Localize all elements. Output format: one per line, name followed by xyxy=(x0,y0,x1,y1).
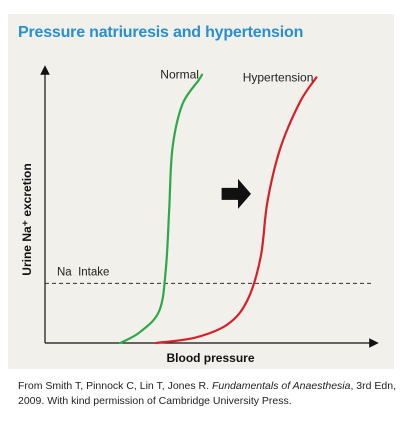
caption-book-title: Fundamentals of Anaesthesia xyxy=(211,380,351,392)
labels: Normal Hypertension Blood pressure Urine Na… xyxy=(20,68,313,365)
x-axis-label: Blood pressure xyxy=(166,351,254,365)
hypertension-curve xyxy=(155,76,318,345)
shift-arrow xyxy=(221,178,251,209)
annotation-group xyxy=(221,178,251,209)
figure-caption: From Smith T, Pinnock C, Lin T, Jones R.… xyxy=(18,379,398,409)
reference-line-group: Na Intake xyxy=(45,266,372,284)
figure-panel xyxy=(8,14,394,369)
na-intake-label: Na Intake xyxy=(57,266,109,278)
axes xyxy=(40,65,379,348)
caption-edition: , 3rd Edn, 2009. With kind permission of… xyxy=(18,380,396,407)
hypertension-label: Hypertension xyxy=(243,70,314,84)
figure-title: Pressure natriuresis and hypertension xyxy=(18,24,304,41)
normal-curve xyxy=(119,73,204,345)
curves xyxy=(119,73,318,345)
caption-source: From Smith T, Pinnock C, Lin T, Jones R. xyxy=(18,380,212,392)
y-axis-label: Urine Na⁺ excretion xyxy=(20,163,34,275)
normal-label: Normal xyxy=(160,68,199,82)
